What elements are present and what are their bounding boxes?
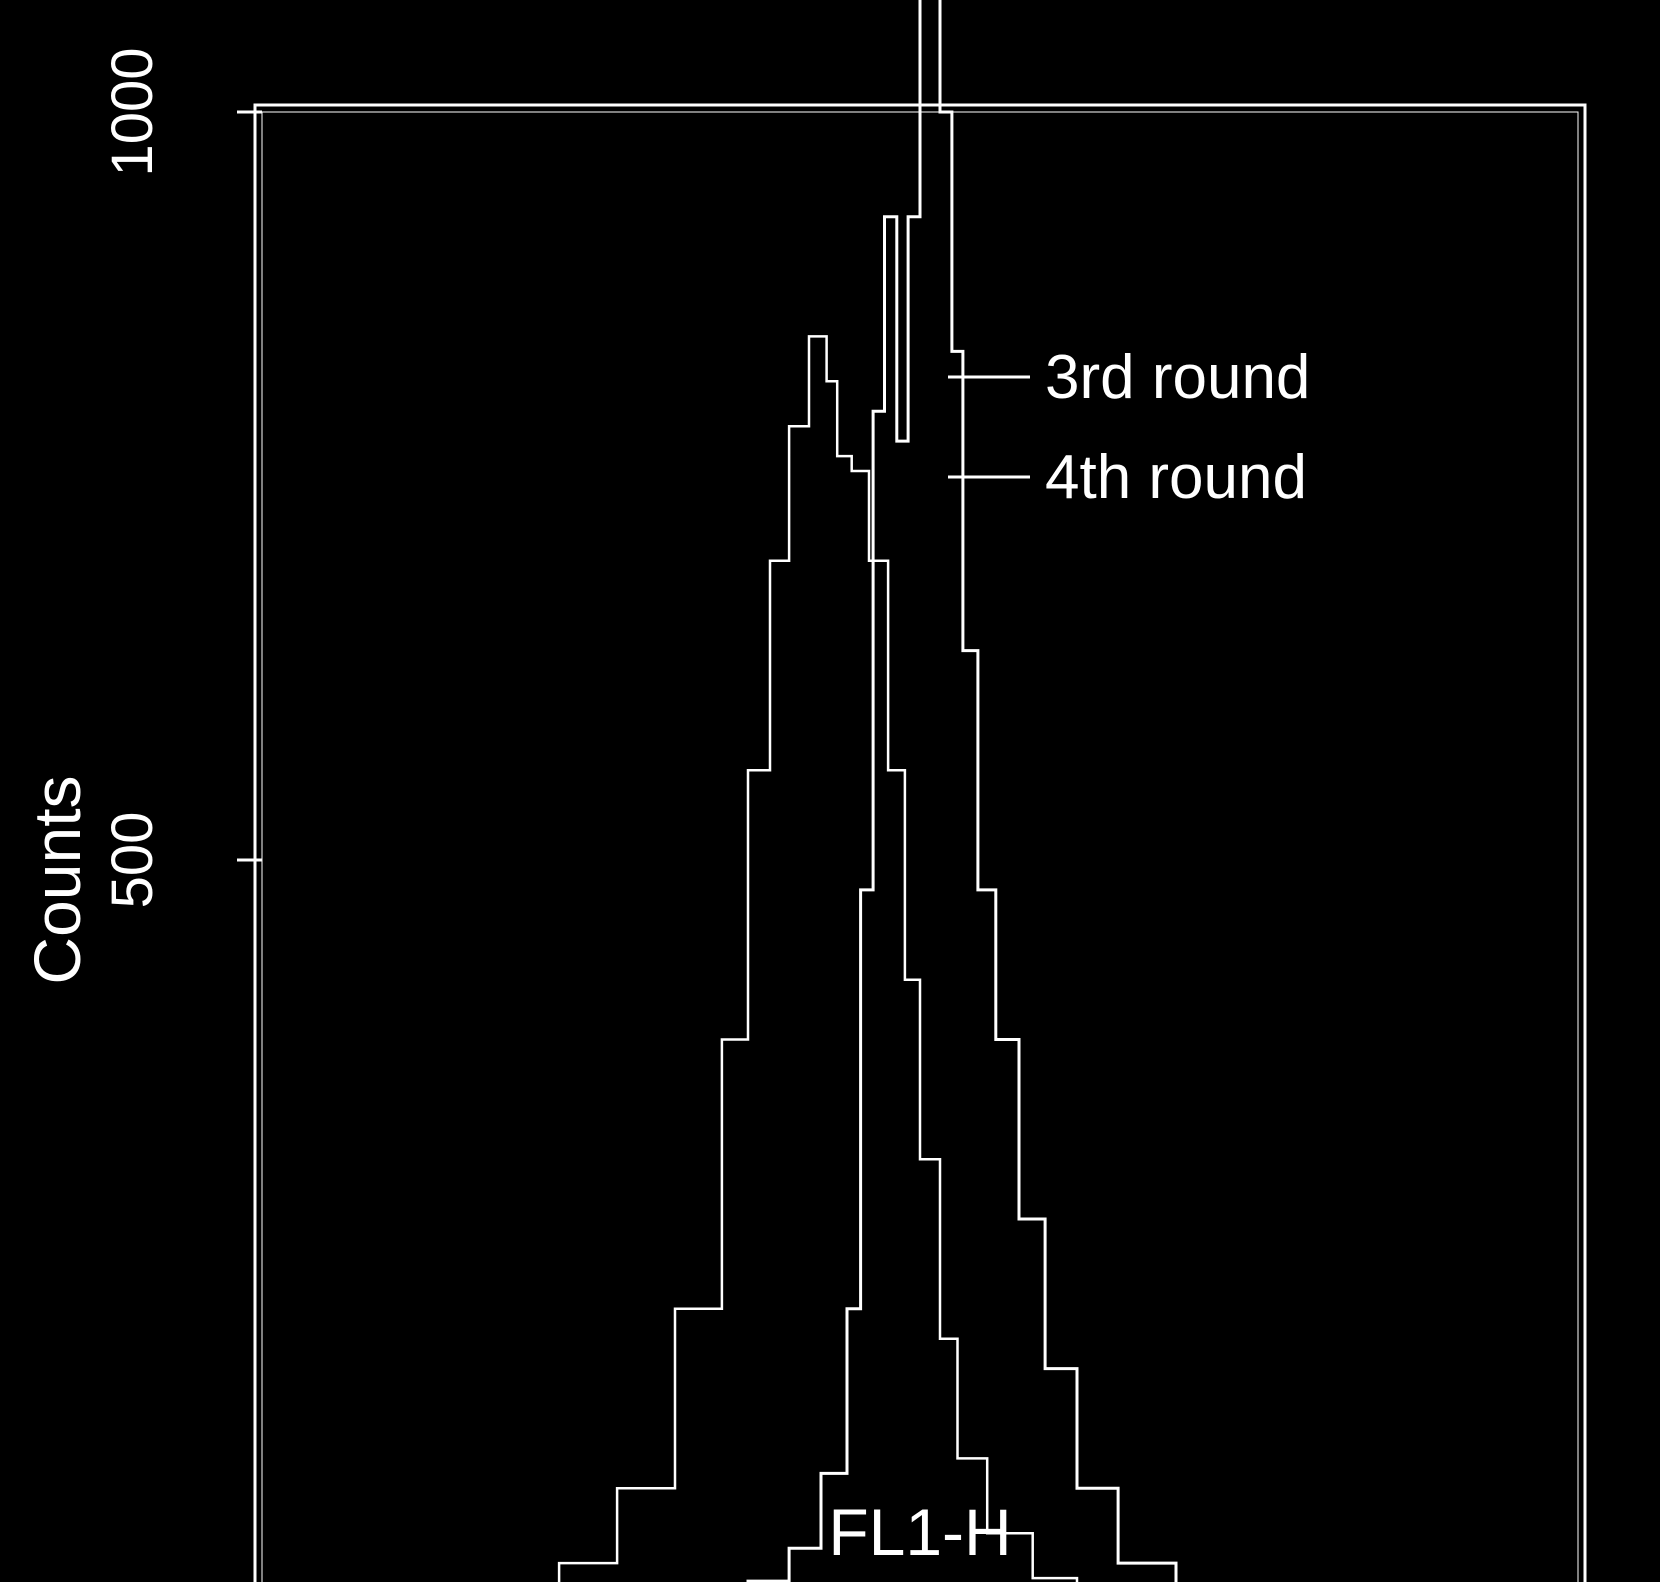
series-line-2 xyxy=(746,0,1178,1582)
series-line-1 xyxy=(557,335,1079,1582)
plot-frame-inner xyxy=(261,111,1579,1582)
y-axis-title: Counts xyxy=(20,775,94,984)
legend-label-3rd-round: 3rd round xyxy=(1045,343,1310,412)
y-tick-label: 1000 xyxy=(100,47,165,176)
plot-frame xyxy=(253,103,1587,1582)
y-axis-ticks: 05001000 xyxy=(100,47,262,909)
y-tick-label: 500 xyxy=(100,812,165,909)
legend-label-4th-round: 4th round xyxy=(1045,443,1307,512)
legend: 3rd round 4th round xyxy=(948,343,1310,512)
x-axis-title: FL1-H xyxy=(828,1495,1011,1569)
series-layer xyxy=(557,0,1178,1582)
